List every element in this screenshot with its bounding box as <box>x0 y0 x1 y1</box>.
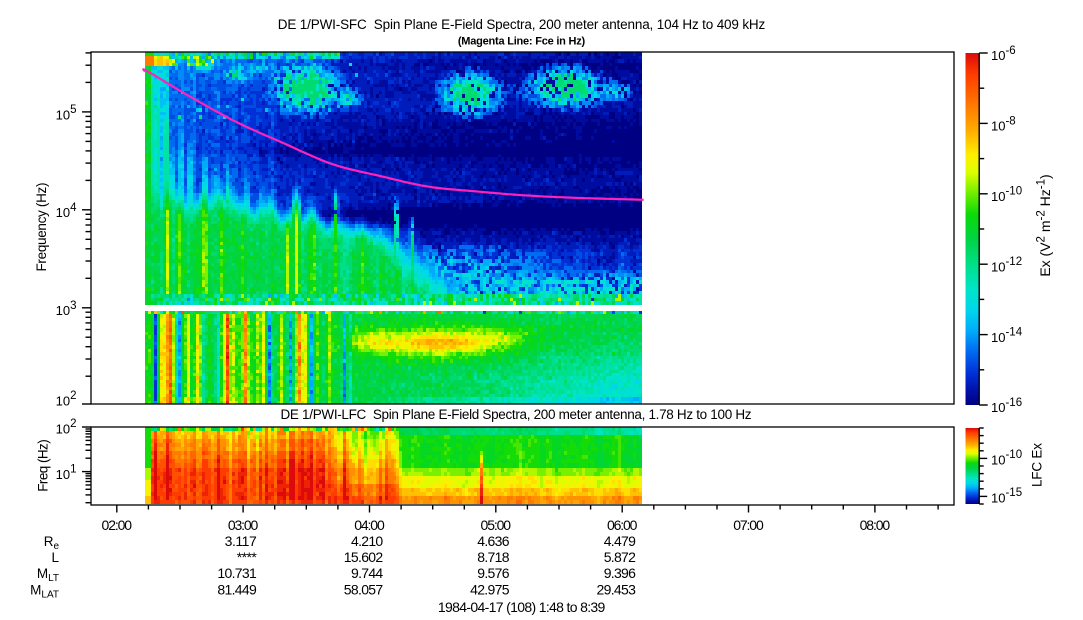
svg-text:LFC Ex: LFC Ex <box>1030 443 1045 487</box>
svg-text:DE 1/PWI-SFC Spin Plane E-Fie: DE 1/PWI-SFC Spin Plane E-Field Spectra,… <box>278 17 766 32</box>
svg-text:4.210: 4.210 <box>351 533 383 549</box>
svg-text:Frequency (Hz): Frequency (Hz) <box>34 183 49 272</box>
svg-text:3.117: 3.117 <box>225 533 257 549</box>
svg-text:42.975: 42.975 <box>470 582 510 598</box>
svg-text:10.731: 10.731 <box>217 565 257 581</box>
svg-text:29.453: 29.453 <box>597 582 637 598</box>
svg-text:05:00: 05:00 <box>481 517 512 533</box>
svg-text:DE 1/PWI-LFC Spin Plane E-Fie: DE 1/PWI-LFC Spin Plane E-Field Spectra,… <box>281 407 752 422</box>
svg-text:Freq (Hz): Freq (Hz) <box>36 439 51 492</box>
svg-text:15.602: 15.602 <box>344 549 384 565</box>
svg-text:9.744: 9.744 <box>351 565 383 581</box>
svg-text:****: **** <box>237 549 258 565</box>
svg-text:4.636: 4.636 <box>477 533 509 549</box>
svg-text:Ex (V2 m-2 Hz-1): Ex (V2 m-2 Hz-1) <box>1036 174 1054 276</box>
svg-text:8.718: 8.718 <box>477 549 509 565</box>
svg-text:04:00: 04:00 <box>354 517 385 533</box>
svg-text:03:00: 03:00 <box>228 517 259 533</box>
svg-text:5.872: 5.872 <box>604 549 636 565</box>
svg-text:81.449: 81.449 <box>217 582 257 598</box>
svg-text:07:00: 07:00 <box>733 517 764 533</box>
svg-text:1984-04-17 (108) 1:48 to 8:39: 1984-04-17 (108) 1:48 to 8:39 <box>438 599 606 615</box>
svg-text:L: L <box>51 550 59 565</box>
svg-text:08:00: 08:00 <box>860 517 891 533</box>
svg-text:(Magenta Line: Fce in Hz): (Magenta Line: Fce in Hz) <box>458 35 586 47</box>
svg-text:9.396: 9.396 <box>604 565 636 581</box>
svg-text:4.479: 4.479 <box>604 533 636 549</box>
svg-text:02:00: 02:00 <box>102 517 133 533</box>
svg-text:9.576: 9.576 <box>477 565 509 581</box>
svg-text:58.057: 58.057 <box>344 582 384 598</box>
svg-text:06:00: 06:00 <box>607 517 638 533</box>
